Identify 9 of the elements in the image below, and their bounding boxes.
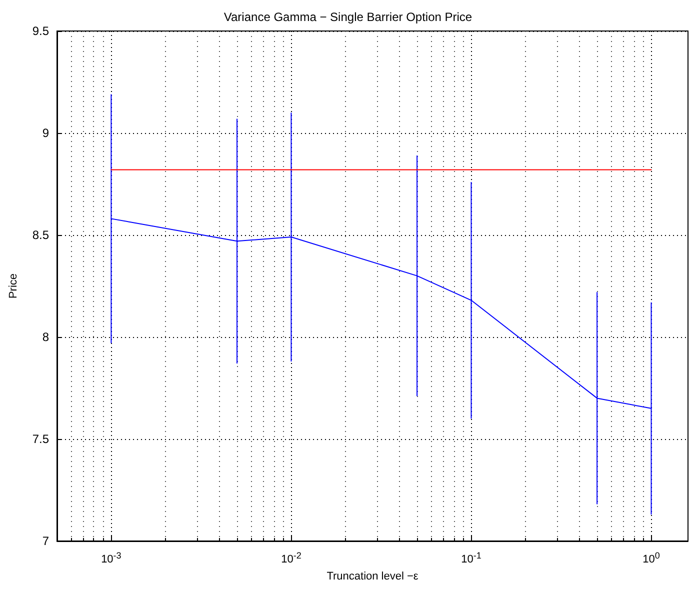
x-axis-title: Truncation level −ε [326, 570, 418, 582]
chart-title: Variance Gamma − Single Barrier Option Price [224, 10, 472, 24]
y-axis-title: Price [8, 273, 20, 299]
y-tick-label: 8 [42, 330, 50, 344]
y-tick-label: 7 [42, 534, 50, 548]
y-tick-label: 8.5 [32, 228, 50, 242]
y-tick-label: 9 [42, 126, 50, 140]
y-tick-label: 9.5 [32, 24, 50, 38]
y-tick-label: 7.5 [32, 432, 50, 446]
